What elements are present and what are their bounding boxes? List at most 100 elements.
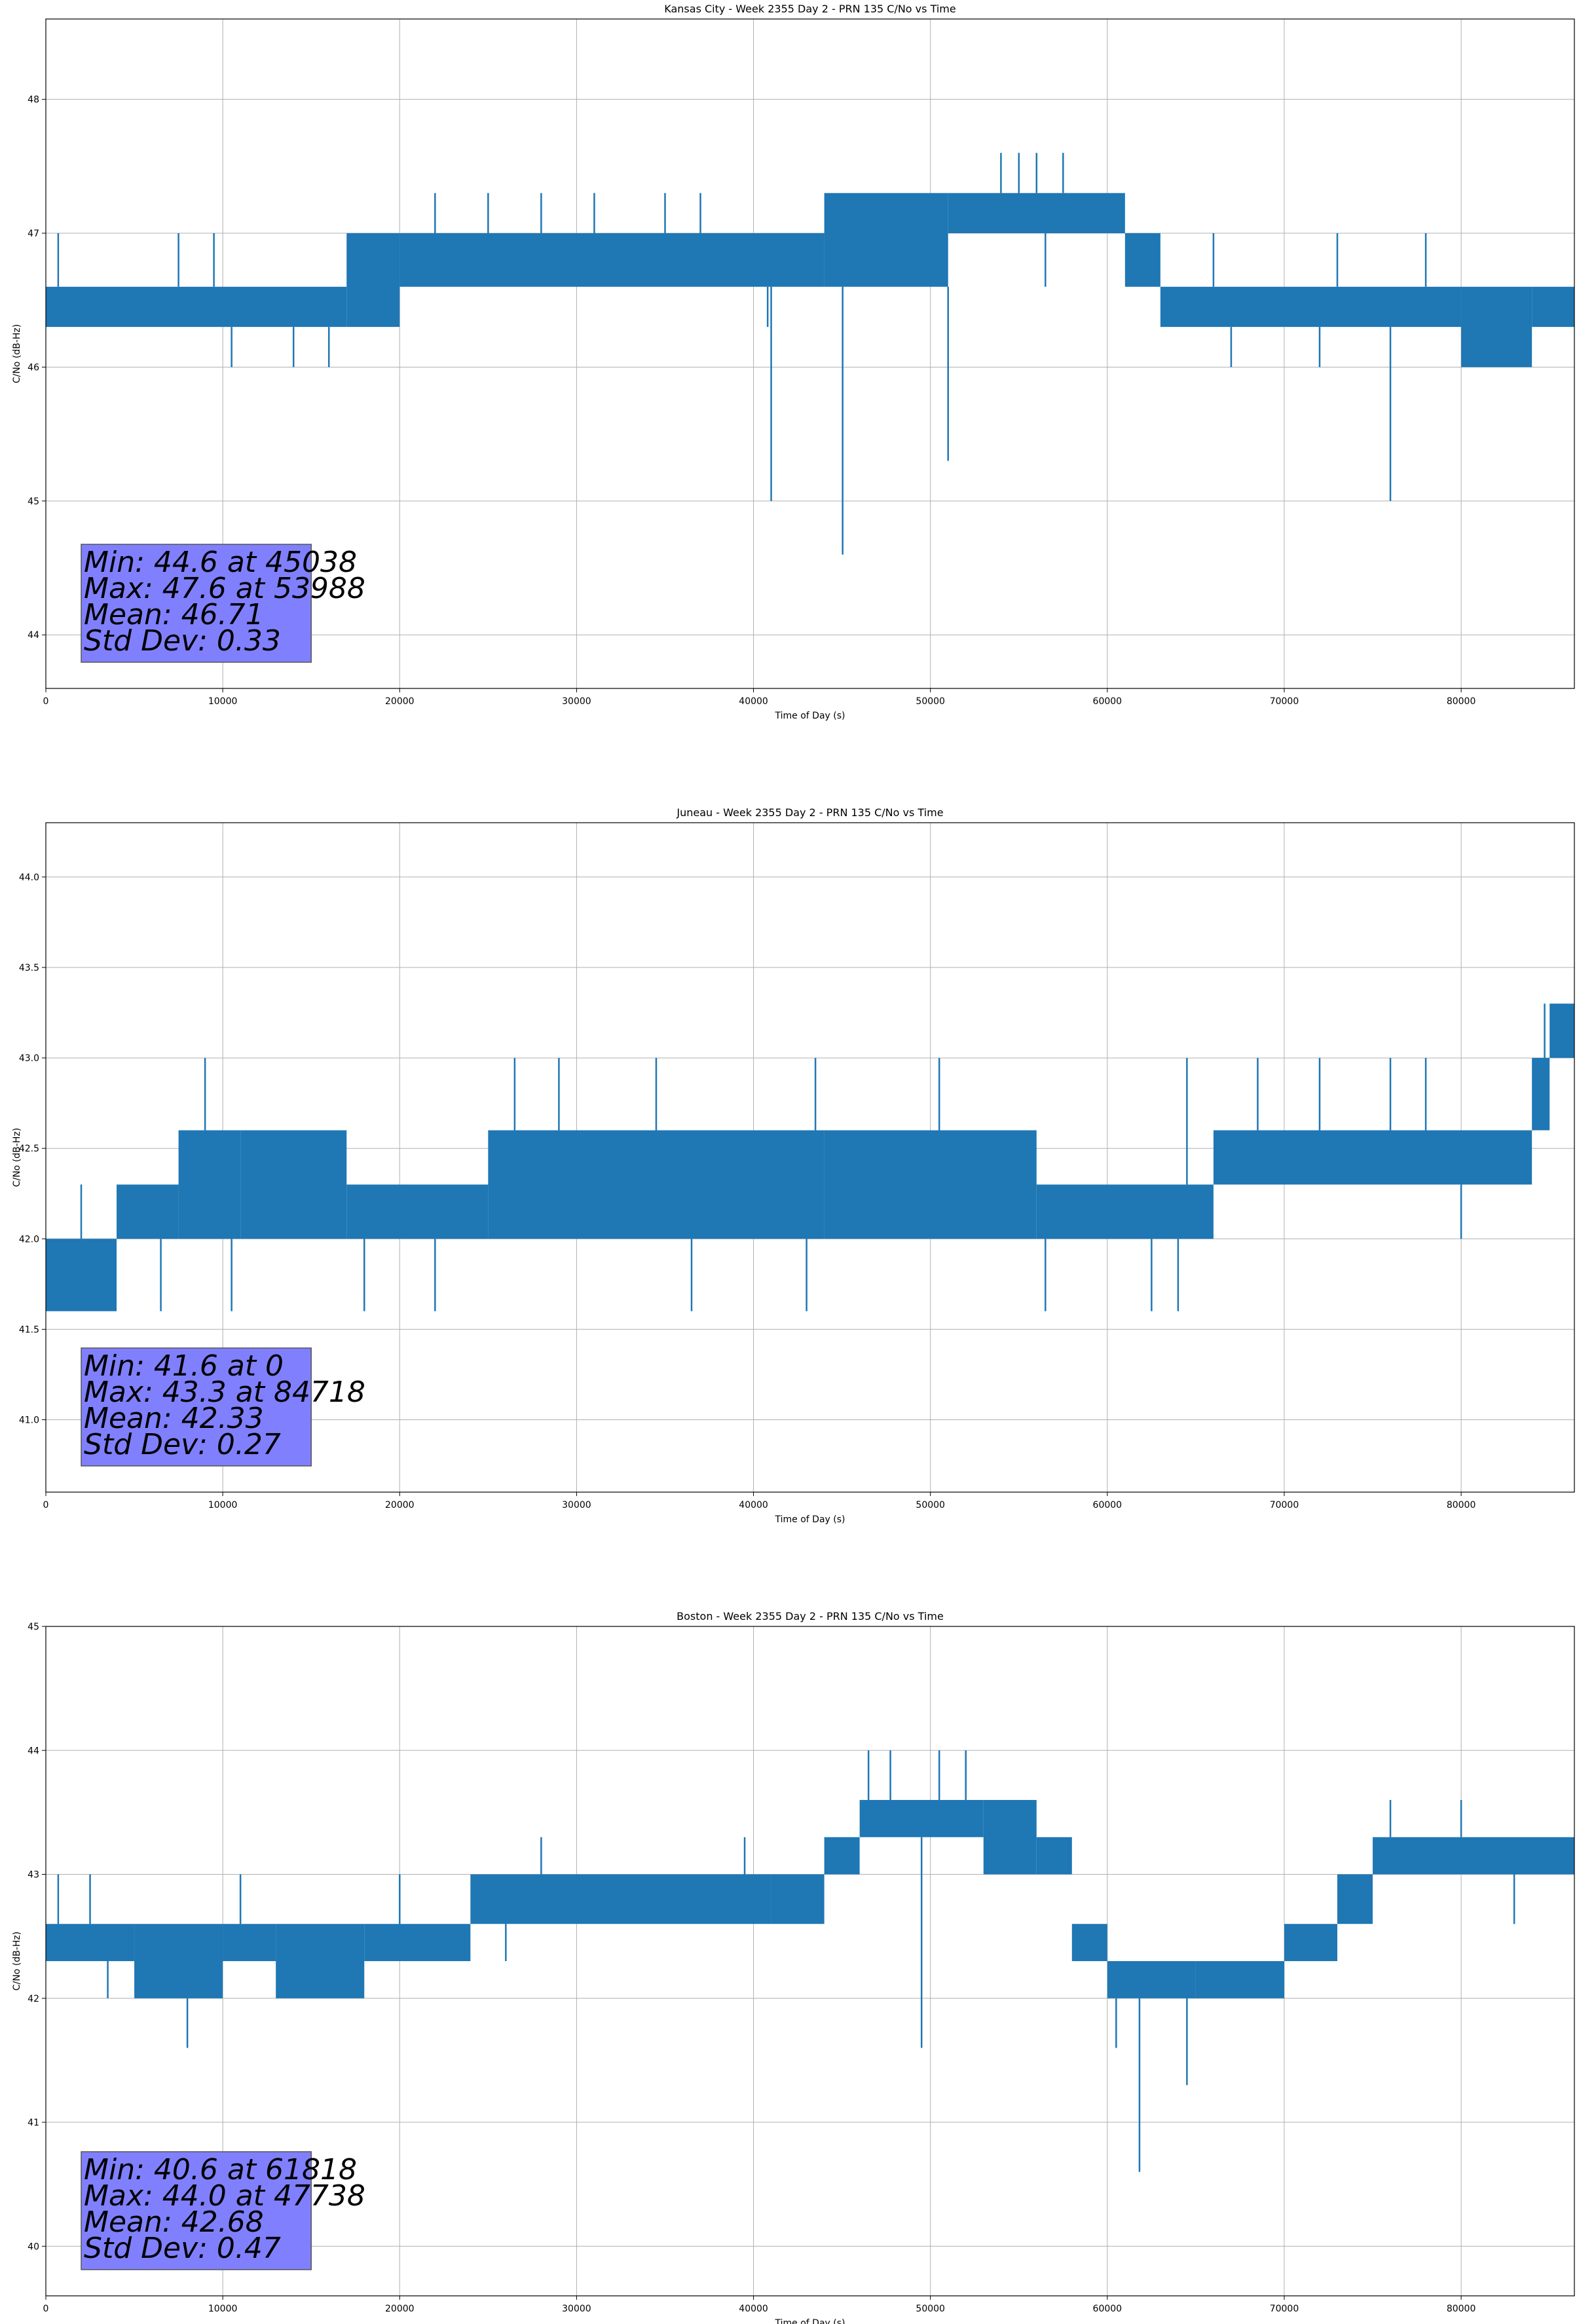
- series-band: [824, 1837, 860, 1875]
- x-tick-label: 60000: [1093, 1500, 1122, 1510]
- stats-box-background: [81, 544, 312, 663]
- series-band: [948, 193, 1125, 234]
- stats-line: Max: 44.0 at 47738: [84, 2179, 365, 2213]
- chart-panel-2: 0 10000 20000 30000 40000 50000 60000 70000 8000…: [12, 806, 1575, 1525]
- x-axis-label: Time of Day (s): [775, 1514, 845, 1525]
- series-band: [223, 1924, 276, 1961]
- x-axis-label: Time of Day (s): [775, 711, 845, 721]
- stats-line: Min: 41.6 at 0: [84, 1349, 284, 1383]
- series-band: [364, 1924, 471, 1961]
- stats-line: Mean: 46.71: [84, 598, 264, 631]
- y-tick-label: 45: [28, 497, 39, 507]
- series-band: [1071, 1924, 1107, 1961]
- x-tick-label: 40000: [739, 696, 768, 707]
- series-band: [1461, 286, 1532, 367]
- series-band: [983, 1799, 1037, 1875]
- stats-box-background: [81, 1347, 312, 1467]
- x-tick-label: 80000: [1447, 2304, 1476, 2314]
- series-band: [117, 1184, 179, 1239]
- stats-line: Mean: 42.68: [84, 2205, 264, 2239]
- chart-title: Juneau - Week 2355 Day 2 - PRN 135 C/No …: [676, 806, 943, 819]
- series-band: [1532, 1058, 1550, 1131]
- series-line: [46, 1750, 1574, 2172]
- series-band: [240, 1130, 347, 1239]
- y-tick-label: 48: [28, 95, 39, 105]
- y-axis-label: C/No (dB-Hz): [12, 324, 22, 383]
- stats-line: Std Dev: 0.27: [84, 1428, 281, 1461]
- chart-panel-1: 0 10000 20000 30000 40000 50000 60000 70000 8000…: [12, 3, 1575, 721]
- series-band: [399, 233, 825, 287]
- y-tick-label: 44.0: [19, 872, 39, 883]
- axes-frame: [45, 822, 1575, 1493]
- x-tick-label: 30000: [562, 1500, 591, 1510]
- y-tick-label: 42: [28, 1994, 39, 2004]
- y-tick-label: 45: [28, 1622, 39, 1632]
- stats-box-background: [81, 2151, 312, 2270]
- stats-line: Std Dev: 0.33: [84, 624, 281, 658]
- y-tick-label: 42.5: [19, 1144, 39, 1154]
- x-tick-label: 50000: [916, 2304, 945, 2314]
- x-tick-label: 70000: [1270, 696, 1299, 707]
- y-axis-label: C/No (dB-Hz): [12, 1932, 22, 1991]
- x-tick-label: 10000: [208, 696, 238, 707]
- x-tick-label: 50000: [916, 696, 945, 707]
- series-band: [824, 193, 948, 287]
- series-band: [1373, 1837, 1574, 1875]
- stats-line: Max: 47.6 at 53988: [84, 572, 365, 605]
- series-band: [134, 1924, 223, 1998]
- series-band: [1284, 1924, 1338, 1961]
- stats-line: Std Dev: 0.47: [84, 2232, 281, 2265]
- x-tick-label: 30000: [562, 2304, 591, 2314]
- axes-frame: [45, 1626, 1575, 2296]
- series-line: [46, 1003, 1574, 1311]
- x-tick-label: 10000: [208, 2304, 238, 2314]
- x-tick-label: 10000: [208, 1500, 238, 1510]
- series-band: [276, 1924, 365, 1998]
- x-tick-label: 20000: [385, 696, 415, 707]
- series-band: [488, 1130, 825, 1239]
- series-band: [46, 1924, 135, 1961]
- stats-line: Min: 40.6 at 61818: [84, 2153, 357, 2186]
- x-tick-label: 80000: [1447, 696, 1476, 707]
- y-tick-label: 41.5: [19, 1324, 39, 1335]
- x-tick-label: 20000: [385, 2304, 415, 2314]
- x-tick-label: 20000: [385, 1500, 415, 1510]
- series-band: [1107, 1961, 1196, 1998]
- stats-line: Max: 43.3 at 84718: [84, 1376, 365, 1409]
- y-tick-label: 44: [28, 630, 39, 641]
- series-band: [1337, 1874, 1373, 1924]
- x-tick-label: 80000: [1447, 1500, 1476, 1510]
- series-band: [46, 286, 347, 328]
- x-axis-label: Time of Day (s): [775, 2318, 845, 2324]
- series-band: [824, 1130, 1037, 1239]
- series-band: [346, 1184, 489, 1239]
- x-tick-label: 70000: [1270, 1500, 1299, 1510]
- y-tick-label: 41.0: [19, 1415, 39, 1426]
- series-band: [1213, 1130, 1532, 1185]
- y-tick-label: 46: [28, 362, 39, 373]
- y-tick-label: 44: [28, 1746, 39, 1756]
- y-tick-label: 43: [28, 1870, 39, 1881]
- series-band: [346, 233, 400, 328]
- series-band: [1532, 286, 1574, 328]
- x-tick-label: 50000: [916, 1500, 945, 1510]
- x-tick-label: 60000: [1093, 2304, 1122, 2314]
- series-band: [1036, 1837, 1072, 1875]
- series-band: [46, 1239, 117, 1311]
- series-band: [1124, 233, 1160, 287]
- axes-frame: [45, 18, 1575, 689]
- x-tick-label: 0: [43, 696, 49, 707]
- x-tick-label: 30000: [562, 696, 591, 707]
- series-band: [1036, 1184, 1214, 1239]
- y-tick-label: 42.0: [19, 1234, 39, 1245]
- y-tick-label: 47: [28, 229, 39, 239]
- stats-line: Mean: 42.33: [84, 1402, 264, 1435]
- series-band: [859, 1799, 984, 1837]
- series-band: [771, 1874, 825, 1924]
- chart-panel-3: 0 10000 20000 30000 40000 50000 60000 70000 8000…: [12, 1610, 1575, 2324]
- stats-line: Min: 44.6 at 45038: [84, 546, 357, 579]
